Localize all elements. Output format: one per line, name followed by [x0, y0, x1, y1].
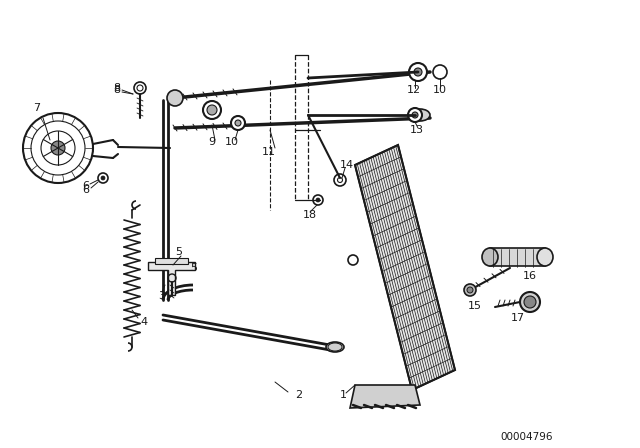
Circle shape	[167, 90, 183, 106]
Text: 16: 16	[523, 271, 537, 281]
Text: 5: 5	[175, 247, 182, 257]
Text: 3: 3	[158, 291, 165, 301]
Text: 4: 4	[140, 317, 147, 327]
Circle shape	[408, 108, 422, 122]
Text: 12: 12	[407, 85, 421, 95]
Polygon shape	[148, 262, 195, 295]
Circle shape	[409, 63, 427, 81]
Circle shape	[207, 105, 217, 115]
Bar	[490, 248, 545, 266]
Text: 2: 2	[295, 390, 302, 400]
Text: 8: 8	[113, 83, 120, 93]
Polygon shape	[355, 145, 455, 390]
Text: 13: 13	[410, 125, 424, 135]
Circle shape	[524, 296, 536, 308]
Circle shape	[231, 116, 245, 130]
Circle shape	[137, 85, 143, 91]
Circle shape	[412, 112, 418, 118]
Circle shape	[235, 120, 241, 126]
Text: 00004796: 00004796	[500, 432, 553, 442]
Text: 8: 8	[113, 85, 120, 95]
Text: 14: 14	[340, 160, 354, 170]
Ellipse shape	[482, 248, 498, 266]
Text: 9: 9	[208, 137, 215, 147]
Circle shape	[520, 292, 540, 312]
Ellipse shape	[410, 109, 430, 121]
Text: 10: 10	[433, 85, 447, 95]
Circle shape	[51, 141, 65, 155]
Circle shape	[464, 284, 476, 296]
Circle shape	[348, 255, 358, 265]
Circle shape	[101, 176, 105, 180]
Circle shape	[334, 174, 346, 186]
Polygon shape	[155, 258, 188, 264]
Text: 11: 11	[262, 147, 276, 157]
Text: 15: 15	[468, 301, 482, 311]
Circle shape	[316, 198, 320, 202]
Text: 1: 1	[340, 390, 347, 400]
Circle shape	[414, 68, 422, 76]
Circle shape	[467, 287, 473, 293]
Circle shape	[433, 65, 447, 79]
Polygon shape	[350, 385, 420, 408]
Text: 5: 5	[190, 263, 197, 273]
Ellipse shape	[326, 342, 344, 352]
Text: 6: 6	[82, 185, 89, 195]
Circle shape	[203, 101, 221, 119]
Text: 10: 10	[225, 137, 239, 147]
Text: 6: 6	[82, 181, 89, 191]
Text: 17: 17	[511, 313, 525, 323]
Ellipse shape	[537, 248, 553, 266]
Text: 18: 18	[303, 210, 317, 220]
Text: 7: 7	[33, 103, 40, 113]
